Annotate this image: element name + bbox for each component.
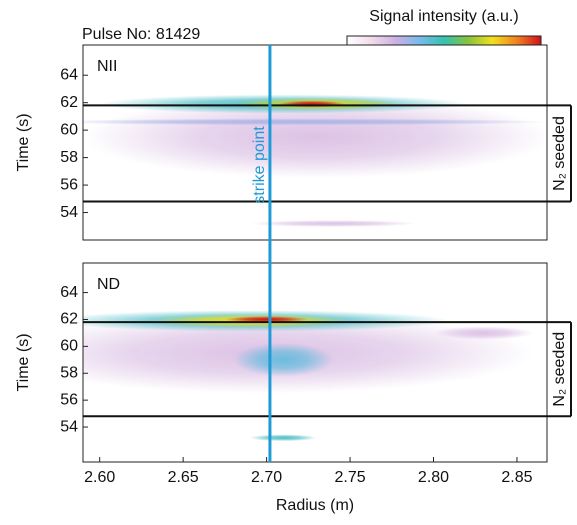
x-tick-label: 2.85 <box>501 469 532 486</box>
y-tick-label: 62 <box>60 94 78 111</box>
intensity-blob <box>278 100 346 108</box>
intensity-blob <box>83 118 547 126</box>
x-tick-label: 2.65 <box>168 469 199 486</box>
intensity-blob <box>249 434 317 442</box>
plot-frame <box>82 44 548 241</box>
intensity-blob <box>433 326 534 340</box>
intensity-blob <box>83 95 547 179</box>
intensity-blob <box>224 316 309 323</box>
heatmap <box>83 45 547 240</box>
x-axis-label: Radius (m) <box>276 497 354 514</box>
y-axis-label: Time (s) <box>15 113 32 171</box>
strike-point-label: strike point <box>251 126 268 204</box>
y-tick-label: 64 <box>60 66 78 83</box>
y-tick-label: 56 <box>60 391 78 408</box>
heatmap <box>83 263 547 462</box>
y-axis-label: Time (s) <box>15 333 32 391</box>
colorbar-label: Signal intensity (a.u.) <box>369 8 518 25</box>
y-tick-label: 56 <box>60 176 78 193</box>
y-tick-label: 62 <box>60 311 78 328</box>
intensity-blob <box>233 343 334 377</box>
y-tick-label: 58 <box>60 149 78 166</box>
y-tick-label: 58 <box>60 364 78 381</box>
window-label: N₂ seeded <box>551 332 568 407</box>
x-tick-label: 2.75 <box>334 469 365 486</box>
y-tick-label: 60 <box>60 121 78 138</box>
plot-frame <box>82 262 548 463</box>
window-label: N₂ seeded <box>551 116 568 191</box>
y-tick-label: 54 <box>60 418 78 435</box>
intensity-blob <box>249 220 417 227</box>
x-tick-label: 2.80 <box>418 469 449 486</box>
panel-label: NII <box>97 58 117 75</box>
x-tick-label: 2.70 <box>251 469 282 486</box>
y-tick-label: 60 <box>60 338 78 355</box>
y-tick-label: 54 <box>60 204 78 221</box>
x-tick-label: 2.60 <box>84 469 115 486</box>
chart-title: Pulse No: 81429 <box>82 26 200 43</box>
panel-label: ND <box>97 276 120 293</box>
y-tick-label: 64 <box>60 284 78 301</box>
